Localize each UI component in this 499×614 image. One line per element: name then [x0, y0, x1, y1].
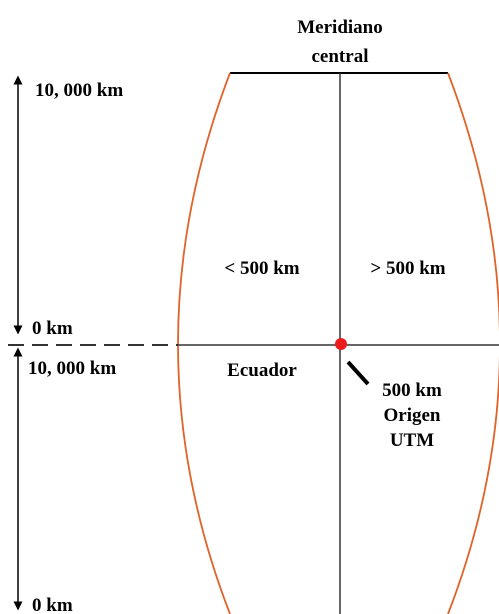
- zone-label: < 500 km: [224, 258, 299, 279]
- equator-label: Ecuador: [227, 360, 297, 381]
- axis-label: 10, 000 km: [28, 358, 116, 379]
- origin-dot: [335, 338, 347, 350]
- origin-pointer: [346, 360, 370, 386]
- east-boundary: [447, 72, 499, 614]
- axis-label: 0 km: [32, 595, 73, 614]
- west-boundary: [177, 72, 231, 614]
- axis-label: 0 km: [32, 318, 73, 339]
- title-line: Meridiano: [297, 17, 383, 38]
- origin-label: 500 km: [382, 380, 442, 401]
- zone-label: > 500 km: [370, 258, 445, 279]
- title-line: central: [312, 46, 369, 67]
- origin-label: Origen: [384, 405, 441, 426]
- origin-label: UTM: [390, 430, 434, 451]
- axis-label: 10, 000 km: [35, 80, 123, 101]
